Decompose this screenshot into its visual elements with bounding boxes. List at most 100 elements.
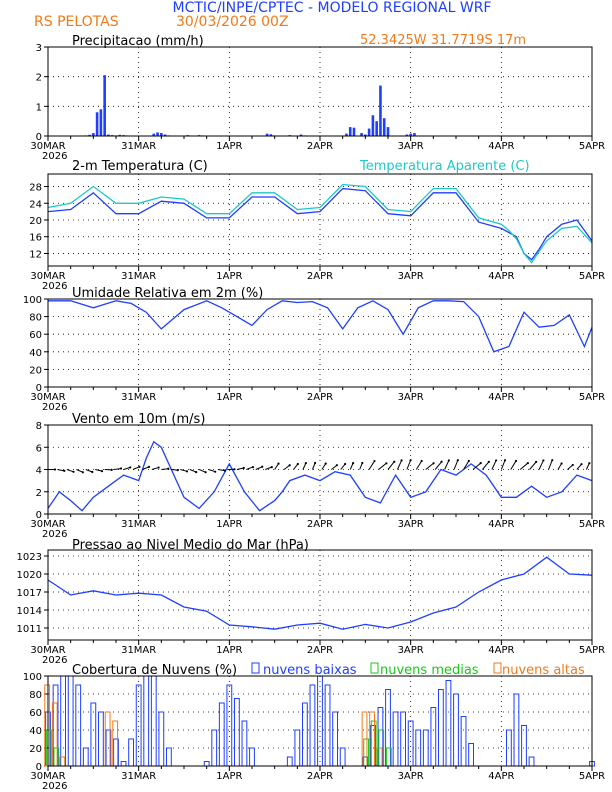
cloud-bar-nuvens-baixas — [218, 702, 225, 767]
precip-bar — [345, 133, 348, 136]
wind-arrow-head — [580, 463, 583, 466]
x-tick-label: 3APR — [398, 771, 424, 782]
y-tick-label: 1014 — [17, 606, 42, 617]
wind-arrow-head — [72, 470, 75, 473]
x-tick-label: 2APR — [307, 771, 333, 782]
x-tick-label: 5APR — [579, 141, 605, 152]
y-tick-label: 0 — [36, 510, 42, 521]
cloud-bar-nuvens-baixas — [309, 684, 316, 767]
wind-arrow — [406, 460, 412, 470]
cloud-bar-nuvens-baixas — [324, 684, 331, 767]
run-datetime: 30/03/2026 00Z — [176, 14, 289, 30]
wind-arrow — [557, 463, 563, 470]
y-tick-label: 80 — [29, 690, 42, 701]
wind-arrow-head — [361, 461, 364, 465]
wind-arrow — [491, 460, 497, 470]
x-tick-label: 3APR — [398, 141, 424, 152]
x-year-label: 2026 — [42, 529, 67, 540]
wind-arrow-head — [195, 470, 198, 474]
wind-arrow-head — [138, 465, 141, 468]
cloud-bar-nuvens-baixas — [135, 684, 142, 767]
panel-1: 12 16 20 24 28 30MAR 31MAR 1APR 2APR 3APR 4APR 5APR… — [29, 173, 605, 292]
x-tick-label: 1APR — [216, 141, 242, 152]
y-tick-label: 1020 — [17, 570, 42, 581]
wind-arrow — [472, 462, 482, 470]
wind-arrow-head — [479, 462, 482, 465]
cloud-bar-nuvens-baixas — [241, 720, 248, 767]
panel-0: 0 1 2 3 30MAR 31MAR 1APR 2APR 3APR 4APR 5APR 2026 — [30, 43, 605, 162]
x-tick-label: 31MAR — [121, 645, 156, 656]
y-tick-label: 3 — [36, 43, 42, 54]
x-year-label: 2026 — [42, 281, 67, 292]
x-tick-label: 1APR — [216, 771, 242, 782]
y-tick-label: 60 — [29, 708, 42, 719]
x-tick-label: 31MAR — [121, 771, 156, 782]
cloud-bar-nuvens-baixas — [407, 720, 414, 767]
x-tick-label: 5APR — [579, 271, 605, 282]
panel-4: 1011 1014 1017 1020 1023 30MAR 31MAR 1APR 2APR 3A… — [17, 549, 605, 666]
x-tick-label: 1APR — [216, 271, 242, 282]
wind-arrow-head — [100, 470, 104, 473]
wind-arrow — [340, 463, 346, 470]
x-tick-label: 4APR — [488, 519, 514, 530]
y-tick-label: 24 — [29, 199, 42, 210]
y-tick-label: 8 — [36, 421, 42, 432]
station-coords: 52.3425W 31.7719S 17m — [360, 33, 526, 48]
cloud-bar-nuvens-baixas — [249, 747, 255, 767]
legend-mid-label: nuvens medias — [380, 663, 479, 678]
precip-bar — [152, 133, 156, 136]
wind-arrow — [538, 460, 544, 470]
x-tick-label: 5APR — [579, 645, 605, 656]
x-year-label: 2026 — [42, 781, 67, 792]
x-tick-label: 1APR — [216, 392, 242, 403]
precip-title: Precipitacao (mm/h) — [72, 34, 204, 49]
plot-frame — [47, 549, 593, 641]
y-tick-label: 40 — [29, 726, 42, 737]
series-line-Pressao — [47, 556, 593, 630]
rh-title: Umidade Relativa em 2m (%) — [72, 286, 263, 301]
wind-arrow — [463, 460, 470, 470]
wind-arrow — [425, 462, 434, 470]
plot-frame — [47, 298, 593, 388]
cloud-bar-nuvens-baixas — [301, 702, 308, 767]
legend-swatch-high — [493, 662, 502, 674]
wind-arrow-head — [251, 465, 255, 469]
wind-arrow — [217, 469, 225, 472]
x-tick-label: 4APR — [488, 771, 514, 782]
cloud-bar-nuvens-baixas — [392, 711, 399, 767]
wind-arrow-head — [223, 469, 227, 472]
wind-arrow — [161, 468, 169, 470]
precip-bar — [413, 133, 416, 136]
cloud-bar-nuvens-baixas — [233, 698, 240, 767]
precip-bar — [265, 133, 269, 136]
precip-bar — [269, 134, 273, 136]
wind-arrow-head — [447, 459, 450, 462]
cloud-bar-nuvens-baixas — [203, 761, 210, 767]
cloud-bar-nuvens-baixas — [226, 684, 233, 767]
precip-bar — [409, 133, 412, 136]
x-tick-label: 1APR — [216, 645, 242, 656]
wind-arrow-head — [185, 470, 189, 473]
precip-bar — [163, 134, 167, 136]
wind-arrow — [368, 460, 375, 470]
wind-arrow — [453, 460, 459, 470]
wind-arrow-head — [373, 459, 376, 463]
wind-arrow — [274, 463, 279, 470]
cloud-bar-nuvens-baixas — [294, 729, 301, 767]
precip-bar — [367, 128, 371, 136]
wind-arrow — [321, 463, 327, 470]
precip-bar — [99, 109, 103, 136]
cloud-bar-nuvens-baixas — [521, 725, 527, 767]
wind-arrow — [57, 469, 65, 472]
cloud-bar-nuvens-baixas — [211, 729, 218, 767]
temp-legend: Temperatura Aparente (C) — [359, 159, 530, 174]
wind-arrow — [151, 467, 159, 470]
wind-arrow — [302, 462, 307, 470]
wind-arrow — [510, 460, 517, 470]
x-tick-label: 30MAR — [30, 271, 65, 282]
wind-arrow-head — [560, 462, 563, 465]
cloud-bar-nuvens-baixas — [158, 711, 165, 767]
wind-arrow-head — [351, 462, 355, 465]
precip-bar — [360, 133, 363, 136]
x-year-label: 2026 — [42, 151, 67, 162]
